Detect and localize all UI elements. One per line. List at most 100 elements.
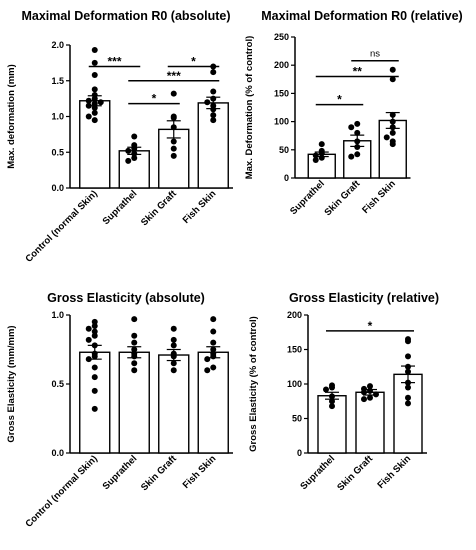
data-point [210, 106, 217, 113]
data-point [210, 69, 217, 76]
y-axis-title: Gross Elasticity (mm/mm) [6, 325, 17, 442]
y-tick-label: 2.0 [51, 40, 64, 50]
x-category-label: Skin Graft [139, 453, 179, 493]
data-point [85, 102, 92, 109]
data-point [329, 403, 335, 410]
data-point [125, 157, 132, 164]
x-category-label: Suprathel [101, 453, 140, 492]
data-point [91, 405, 98, 412]
data-point [383, 134, 390, 141]
data-point [91, 318, 98, 325]
x-category-label: Skin Graft [139, 188, 179, 228]
data-point [170, 138, 177, 145]
data-point [170, 360, 177, 367]
y-tick-label: 250 [274, 32, 289, 42]
data-point [85, 356, 92, 363]
data-point [405, 338, 411, 345]
data-point [91, 86, 98, 93]
chart-max-deformation-relative: Maximal Deformation R0 (relative) Max. De… [244, 9, 463, 218]
bar [355, 391, 385, 454]
data-point [91, 95, 98, 102]
chart-title: Gross Elasticity (absolute) [47, 291, 205, 305]
data-point [131, 154, 138, 161]
data-point [329, 398, 335, 405]
data-point [204, 99, 211, 106]
data-point [170, 152, 177, 159]
y-axis-title: Gross Elasticity (% of control) [248, 316, 259, 452]
y-tick-label: 100 [274, 117, 289, 127]
x-category-label: Control (normal Skin) [23, 453, 99, 529]
chart-gross-elasticity-absolute: Gross Elasticity (absolute) Gross Elastic… [6, 291, 233, 530]
data-point [91, 47, 98, 54]
data-point [131, 346, 138, 353]
y-tick-label: 200 [287, 310, 302, 320]
x-category-label: Fish Skin [360, 178, 398, 216]
data-point [91, 109, 98, 116]
data-point [389, 66, 396, 73]
y-tick-label: 0.0 [51, 183, 64, 193]
y-tick-label: 0 [284, 173, 289, 183]
y-tick-label: 0.0 [51, 448, 64, 458]
x-category-label: Skin Graft [322, 178, 362, 218]
data-point [361, 389, 367, 396]
data-point [85, 336, 92, 343]
data-point [91, 374, 98, 381]
data-point [318, 141, 325, 148]
y-tick-label: 1.5 [51, 76, 64, 86]
data-point [210, 364, 217, 371]
chart-title: Maximal Deformation R0 (relative) [261, 9, 462, 23]
data-point [131, 332, 138, 339]
y-tick-label: 200 [274, 60, 289, 70]
data-point [170, 90, 177, 97]
data-point [91, 332, 98, 339]
data-point [210, 316, 217, 323]
data-point [323, 386, 329, 393]
chart-title: Maximal Deformation R0 (absolute) [21, 9, 230, 23]
data-point [131, 353, 138, 360]
data-point [367, 383, 373, 390]
significance-label: ** [353, 64, 363, 78]
data-point [210, 339, 217, 346]
data-point [91, 72, 98, 79]
data-point [210, 328, 217, 335]
x-category-label: Suprathel [298, 453, 337, 492]
y-tick-label: 150 [274, 88, 289, 98]
y-tick-label: 0 [297, 448, 302, 458]
data-point [170, 124, 177, 131]
data-point [367, 394, 373, 401]
data-point [91, 117, 98, 124]
data-point [405, 363, 411, 370]
significance-label: * [152, 92, 157, 106]
data-point [210, 88, 217, 95]
data-point [131, 367, 138, 374]
data-point [91, 323, 98, 330]
data-point [389, 111, 396, 118]
x-category-label: Suprathel [101, 188, 140, 227]
data-point [170, 367, 177, 374]
significance-label: * [368, 319, 373, 333]
data-point [373, 391, 379, 398]
data-point [348, 124, 355, 131]
y-tick-label: 100 [287, 379, 302, 389]
data-point [85, 97, 92, 104]
y-tick-label: 1.0 [51, 310, 64, 320]
chart-max-deformation-absolute: Maximal Deformation R0 (absolute) Max. de… [6, 9, 233, 265]
data-point [170, 145, 177, 152]
data-point [131, 145, 138, 152]
data-point [204, 356, 211, 363]
data-point [170, 114, 177, 121]
data-point [131, 316, 138, 323]
data-point [91, 104, 98, 111]
data-point [361, 396, 367, 403]
data-point [389, 141, 396, 148]
data-point [354, 120, 361, 127]
chart-gross-elasticity-relative: Gross Elasticity (relative) Gross Elastic… [248, 291, 439, 493]
data-point [210, 95, 217, 102]
x-category-label: Control (normal Skin) [23, 188, 99, 264]
data-point [389, 129, 396, 136]
data-point [405, 353, 411, 360]
data-point [125, 147, 132, 154]
significance-label: * [337, 93, 342, 107]
data-point [91, 100, 98, 107]
data-point [170, 325, 177, 332]
